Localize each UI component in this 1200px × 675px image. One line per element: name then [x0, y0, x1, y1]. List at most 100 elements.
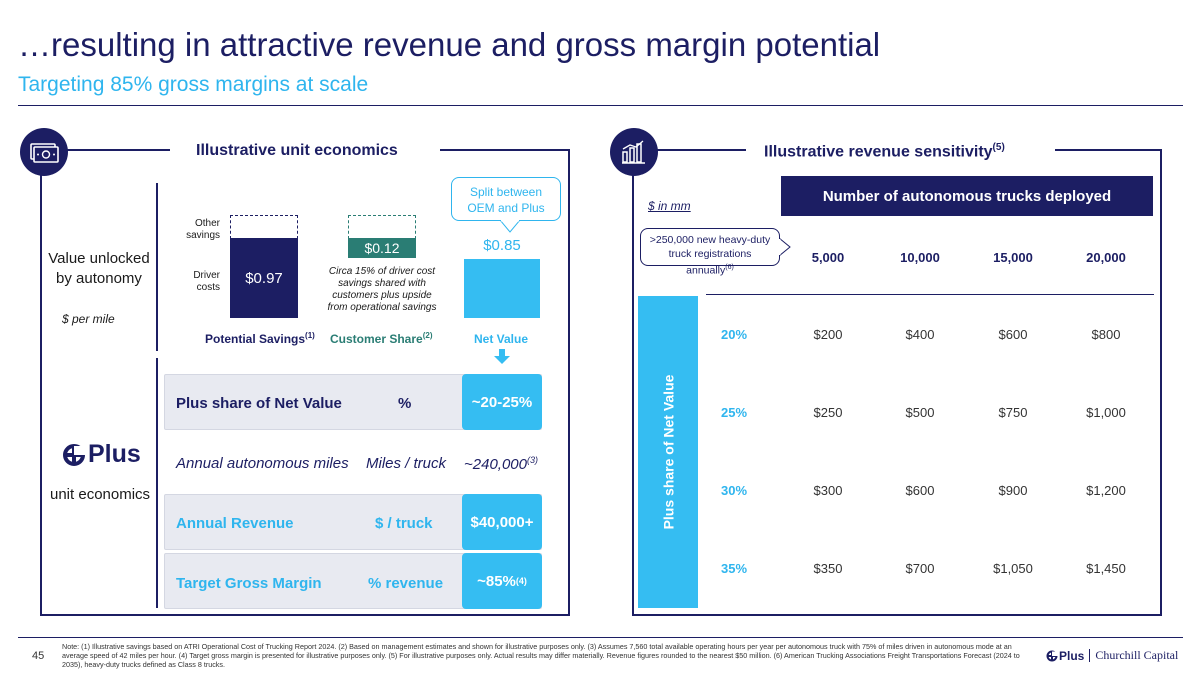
annual-revenue-label: Annual Revenue — [176, 515, 294, 532]
net-value-bar — [464, 259, 540, 318]
split-callout: Split between OEM and Plus — [451, 177, 561, 221]
cell-30-20000: $1,200 — [1086, 483, 1126, 498]
vertical-divider-bottom — [156, 358, 158, 608]
footer-logo: Plus Churchill Capital — [1046, 648, 1178, 663]
cell-20-10000: $400 — [905, 327, 935, 342]
customer-share-header: Customer Share(2) — [330, 331, 432, 346]
cell-35-20000: $1,450 — [1086, 561, 1126, 576]
unit-economics-panel — [40, 150, 570, 616]
col-15000: 15,000 — [993, 250, 1033, 265]
other-savings-dashed-box — [230, 215, 298, 239]
col-20000: 20,000 — [1086, 250, 1126, 265]
panel-top-line-left — [62, 149, 170, 151]
annual-miles-unit: Miles / truck — [366, 455, 447, 472]
bar-chart-icon — [610, 128, 658, 176]
gross-margin-number: ~85% — [477, 572, 516, 590]
vertical-divider-top — [156, 183, 158, 351]
cell-25-10000: $500 — [905, 405, 935, 420]
panel-top-line-right-r — [1055, 149, 1162, 151]
in-mm-units: $ in mm — [648, 199, 691, 213]
annual-miles-value: ~240,000(3) — [464, 455, 538, 473]
annual-miles-sup: (3) — [526, 455, 538, 465]
cell-20-5000: $200 — [813, 327, 843, 342]
cell-20-15000: $600 — [998, 327, 1028, 342]
revenue-sensitivity-panel — [632, 150, 1162, 616]
footer-plus-icon — [1046, 650, 1058, 661]
cell-35-10000: $700 — [905, 561, 935, 576]
driver-cost-bar: $0.97 — [230, 238, 298, 318]
per-mile-units: $ per mile — [62, 312, 115, 326]
pct-35: 35% — [720, 561, 748, 576]
gross-margin-value: ~85% (4) — [462, 553, 542, 609]
cell-30-15000: $900 — [998, 483, 1028, 498]
customer-share-text: Customer Share — [330, 332, 423, 346]
plus-share-unit: % — [398, 395, 412, 412]
page-subtitle: Targeting 85% gross margins at scale — [18, 73, 369, 96]
footer-partner-text: Churchill Capital — [1095, 648, 1179, 662]
gross-margin-sup: (4) — [515, 576, 527, 586]
down-arrow-icon — [494, 349, 510, 364]
cell-25-5000: $250 — [813, 405, 843, 420]
share-note: Circa 15% of driver cost savings shared … — [327, 266, 437, 313]
unit-economics-caption: unit economics — [50, 486, 151, 503]
revenue-sensitivity-text: Illustrative revenue sensitivity — [764, 143, 993, 161]
page-title: …resulting in attractive revenue and gro… — [18, 26, 881, 63]
cell-30-10000: $600 — [905, 483, 935, 498]
customer-share-value: $0.12 — [364, 240, 400, 256]
split-callout-text: Split between OEM and Plus — [467, 185, 545, 215]
trucks-deployed-text: Number of autonomous trucks deployed — [822, 187, 1112, 205]
plus-share-value: ~20-25% — [462, 374, 542, 430]
plus-logo-text: Plus — [88, 440, 141, 468]
value-unlocked-label: Value unlocked by autonomy — [44, 249, 154, 289]
potential-savings-sup: (1) — [305, 331, 315, 340]
col-10000: 10,000 — [900, 250, 940, 265]
pct-30: 30% — [720, 483, 748, 498]
footnote: Note: (1) Illustrative savings based on … — [62, 642, 1020, 669]
potential-savings-text: Potential Savings — [205, 332, 306, 346]
annual-miles-number: ~240,000 — [464, 456, 527, 473]
cell-25-15000: $750 — [998, 405, 1028, 420]
gross-margin-label: Target Gross Margin — [176, 575, 322, 592]
callout-pointer — [500, 220, 520, 233]
net-value-header: Net Value — [474, 332, 529, 346]
callout-pointer-right — [779, 238, 791, 256]
grid-header-line — [706, 294, 1154, 295]
value-unlocked-line1: Value unlocked — [48, 250, 150, 267]
driver-cost-value: $0.97 — [245, 269, 283, 287]
plus-share-label: Plus share of Net Value — [176, 395, 342, 412]
header-divider — [18, 105, 1183, 106]
registrations-callout: >250,000 new heavy-duty truck registrati… — [640, 228, 780, 277]
pct-25: 25% — [720, 405, 748, 420]
revenue-sensitivity-heading: Illustrative revenue sensitivity(5) — [764, 142, 1005, 161]
registrations-sup: (6) — [725, 264, 734, 271]
footer-plus-text: Plus — [1059, 648, 1085, 663]
panel-top-line-left-r — [656, 149, 746, 151]
annual-revenue-value: $40,000+ — [462, 494, 542, 550]
cell-20-20000: $800 — [1091, 327, 1121, 342]
customer-dashed-box — [348, 215, 416, 239]
annual-revenue-unit: $ / truck — [375, 515, 433, 532]
gross-margin-unit: % revenue — [368, 575, 444, 592]
cell-35-5000: $350 — [813, 561, 843, 576]
cell-30-5000: $300 — [813, 483, 843, 498]
trucks-deployed-band: Number of autonomous trucks deployed — [781, 176, 1153, 216]
plus-share-vertical-label: Plus share of Net Value — [660, 374, 676, 530]
plus-logo-icon — [63, 443, 86, 466]
net-value-label: $0.85 — [483, 237, 521, 254]
panel-top-line-right — [440, 149, 570, 151]
other-savings-label: Other savings — [186, 218, 220, 241]
col-5000: 5,000 — [811, 250, 845, 265]
money-icon — [20, 128, 68, 176]
pct-20: 20% — [720, 327, 748, 342]
driver-costs-label: Driver costs — [193, 270, 220, 293]
revenue-sensitivity-sup: (5) — [992, 142, 1005, 153]
footer-logo-divider — [1089, 649, 1091, 662]
potential-savings-header: Potential Savings(1) — [205, 331, 315, 346]
plus-logo: Plus — [62, 440, 141, 469]
unit-economics-heading: Illustrative unit economics — [196, 142, 398, 159]
page-number: 45 — [32, 650, 45, 662]
registrations-text: >250,000 new heavy-duty truck registrati… — [649, 234, 771, 277]
cell-35-15000: $1,050 — [993, 561, 1033, 576]
annual-miles-label: Annual autonomous miles — [176, 455, 349, 472]
customer-share-bar: $0.12 — [348, 238, 416, 258]
